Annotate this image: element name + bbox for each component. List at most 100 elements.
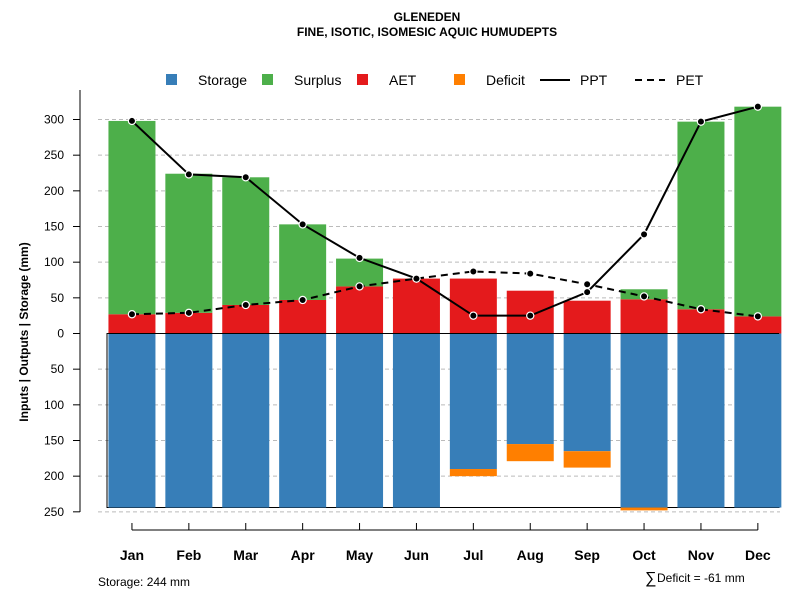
pet-point — [298, 295, 307, 305]
x-tick-label: Mar — [233, 547, 258, 563]
legend-label: AET — [389, 72, 417, 88]
surplus-bar — [279, 224, 327, 300]
y-tick-label: 0 — [57, 327, 64, 341]
x-axis: Jan Feb Mar Apr May Jun Jul Aug Sep Oct Nov Dec — [120, 523, 771, 563]
lines — [127, 102, 763, 321]
chart-title: GLENEDEN — [394, 10, 461, 24]
storage-bar — [734, 333, 782, 508]
ppt-line — [131, 105, 759, 317]
y-tick-label: 150 — [44, 433, 64, 447]
aet-bar — [620, 299, 668, 334]
aet-bar — [336, 286, 384, 334]
pet-point — [526, 269, 535, 278]
x-tick-label: Apr — [291, 547, 316, 563]
deficit-bar — [563, 451, 611, 468]
x-tick-label: Aug — [517, 547, 544, 563]
storage-bar — [336, 333, 384, 508]
aet-bar — [392, 278, 440, 334]
aet-bar — [222, 304, 270, 334]
ppt-point — [526, 311, 535, 320]
aet-bar — [734, 316, 782, 334]
y-axis-label: Inputs | Outputs | Storage (mm) — [17, 242, 31, 421]
surplus-bar — [677, 121, 725, 310]
ppt-point — [753, 102, 763, 111]
pet-point — [639, 292, 649, 301]
ppt-point — [469, 311, 478, 320]
storage-bar — [108, 333, 156, 508]
aet-bar — [563, 300, 611, 334]
storage-bar — [392, 333, 440, 508]
y-tick-label: 100 — [44, 398, 64, 412]
x-tick-label: Nov — [688, 547, 715, 563]
aet-bar — [108, 314, 156, 334]
chart-subtitle: FINE, ISOTIC, ISOMESIC AQUIC HUMUDEPTS — [297, 25, 557, 39]
x-tick-label: Sep — [574, 547, 600, 563]
surplus-bar — [165, 173, 213, 313]
x-tick-label: Jun — [404, 547, 429, 563]
pet-point — [696, 305, 706, 314]
ppt-point — [127, 116, 137, 126]
ppt-point — [412, 274, 421, 283]
ppt-point — [184, 170, 194, 179]
y-tick-label: 300 — [44, 113, 64, 127]
deficit-bar — [620, 507, 668, 511]
x-tick-label: Feb — [176, 547, 201, 563]
storage-bar — [449, 333, 497, 470]
pet-line — [131, 270, 758, 318]
deficit-bar — [449, 469, 497, 477]
storage-bar — [222, 333, 270, 508]
storage-bar — [506, 333, 554, 445]
sigma-icon: ∑ — [645, 570, 656, 587]
y-tick-label: 50 — [51, 362, 65, 376]
x-tick-label: May — [346, 547, 373, 563]
x-tick-label: Dec — [745, 547, 771, 563]
legend: Storage Surplus AET Deficit PPT PET — [166, 72, 704, 88]
pet-point — [355, 282, 364, 291]
storage-bar — [620, 333, 668, 508]
storage-bar — [677, 333, 725, 508]
deficit-footnote: Deficit = -61 mm — [657, 571, 745, 585]
x-tick-label: Oct — [632, 547, 656, 563]
legend-swatch — [166, 74, 177, 85]
storage-bar — [165, 333, 213, 508]
storage-bar — [279, 333, 327, 508]
y-tick-label: 150 — [44, 220, 64, 234]
ppt-point — [582, 287, 592, 297]
y-tick-label: 250 — [44, 505, 64, 519]
legend-label: PPT — [580, 72, 608, 88]
y-tick-label: 200 — [44, 184, 64, 198]
ppt-point — [639, 230, 649, 239]
x-tick-label: Jan — [120, 547, 144, 563]
storage-footnote: Storage: 244 mm — [98, 575, 190, 589]
y-tick-label: 250 — [44, 148, 64, 162]
legend-swatch — [454, 74, 465, 85]
ppt-point — [241, 173, 250, 182]
x-tick-label: Jul — [463, 547, 483, 563]
y-axis: 300 250 200 150 100 50 0 50 100 150 200 250 — [44, 90, 81, 519]
storage-bar — [563, 333, 611, 452]
ppt-point — [298, 220, 307, 229]
y-tick-label: 200 — [44, 469, 64, 483]
legend-label: Deficit — [486, 72, 525, 88]
legend-label: Surplus — [294, 72, 341, 88]
aet-bar — [279, 299, 327, 334]
surplus-bar — [108, 120, 156, 315]
deficit-bar — [506, 444, 554, 462]
pet-point — [127, 310, 137, 319]
legend-swatch — [357, 74, 368, 85]
pet-point — [469, 267, 478, 276]
pet-point — [184, 308, 194, 318]
surplus-bar — [222, 177, 270, 305]
aet-bar — [165, 312, 213, 334]
legend-label: PET — [676, 72, 704, 88]
pet-point — [582, 280, 592, 289]
bars — [106, 106, 782, 511]
surplus-bar — [734, 106, 782, 317]
y-tick-label: 100 — [44, 255, 64, 269]
ppt-point — [355, 253, 364, 263]
y-tick-label: 50 — [51, 291, 65, 305]
pet-point — [753, 312, 763, 321]
legend-swatch — [262, 74, 273, 85]
legend-label: Storage — [198, 72, 247, 88]
